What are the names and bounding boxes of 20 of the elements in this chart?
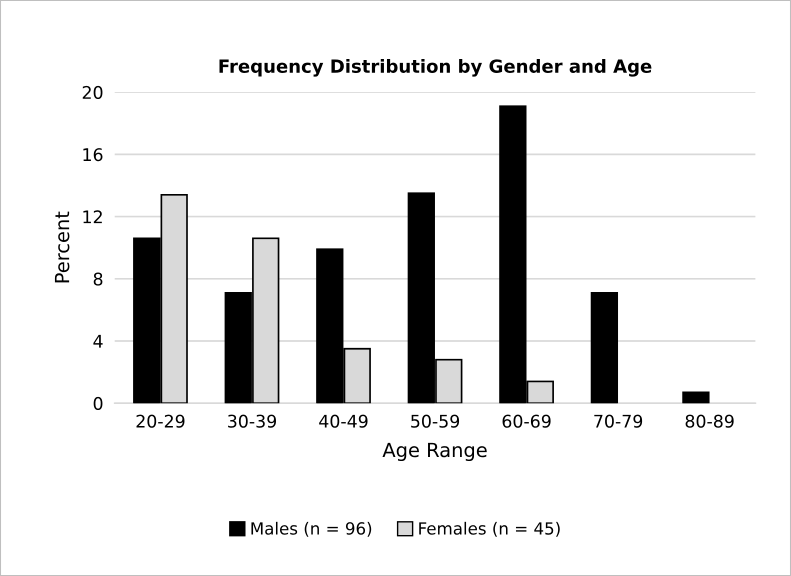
x-tick-label: 30-39 [228, 414, 276, 428]
y-tick-label: 12 [83, 210, 102, 224]
legend-label: Males (n = 96) [251, 522, 372, 537]
x-tick-label: 80-89 [686, 414, 734, 428]
y-tick-label: 4 [93, 334, 103, 348]
x-tick-label: 70-79 [594, 414, 642, 428]
chart-title: Frequency Distribution by Gender and Age [220, 58, 652, 77]
x-tick-label: 60-69 [502, 414, 551, 428]
legend-label: Females (n = 45) [419, 522, 560, 537]
y-tick-label: 0 [94, 396, 102, 410]
x-tick-label: 40-49 [319, 414, 368, 428]
x-axis-title: Age Range [382, 442, 487, 462]
bar [590, 292, 618, 404]
y-tick-label: 16 [83, 148, 102, 162]
y-axis-title: Percent [54, 212, 70, 282]
y-tick-label: 20 [82, 86, 102, 100]
x-tick-label: 20-29 [136, 414, 184, 428]
x-tick-label: 50-59 [411, 414, 460, 428]
y-tick-label: 8 [94, 272, 102, 286]
bar [682, 391, 710, 404]
